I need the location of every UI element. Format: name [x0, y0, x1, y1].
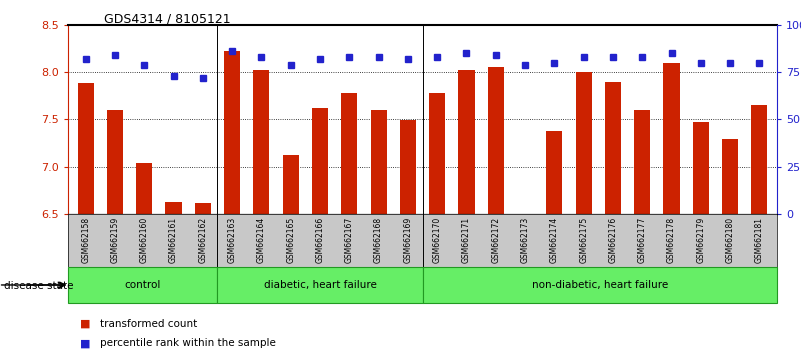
- Text: GSM662160: GSM662160: [139, 217, 149, 263]
- Text: GSM662165: GSM662165: [286, 217, 296, 263]
- Text: GSM662159: GSM662159: [111, 217, 119, 263]
- Text: GSM662177: GSM662177: [638, 217, 646, 263]
- Text: GSM662172: GSM662172: [491, 217, 501, 263]
- Text: GSM662164: GSM662164: [257, 217, 266, 263]
- Text: GSM662162: GSM662162: [199, 217, 207, 263]
- Bar: [488, 67, 504, 214]
- Text: GSM662175: GSM662175: [579, 217, 588, 263]
- Text: disease state: disease state: [4, 281, 74, 291]
- Bar: [400, 120, 416, 214]
- Text: GSM662158: GSM662158: [81, 217, 91, 263]
- Bar: [605, 81, 621, 214]
- Text: GSM662176: GSM662176: [609, 217, 618, 263]
- Text: ■: ■: [80, 338, 91, 348]
- Bar: [722, 139, 739, 214]
- Bar: [312, 108, 328, 214]
- Bar: [166, 202, 182, 214]
- Text: GSM662166: GSM662166: [316, 217, 324, 263]
- Bar: [136, 163, 152, 214]
- Bar: [576, 72, 592, 214]
- Bar: [78, 84, 94, 214]
- Text: control: control: [125, 280, 161, 290]
- Text: GSM662181: GSM662181: [755, 217, 764, 263]
- Bar: [751, 105, 767, 214]
- Text: GSM662171: GSM662171: [462, 217, 471, 263]
- Text: GSM662167: GSM662167: [344, 217, 354, 263]
- Text: GSM662161: GSM662161: [169, 217, 178, 263]
- Bar: [371, 110, 387, 214]
- Bar: [458, 70, 474, 214]
- Bar: [253, 70, 269, 214]
- Bar: [283, 154, 299, 214]
- Text: GSM662180: GSM662180: [726, 217, 735, 263]
- Text: GSM662178: GSM662178: [667, 217, 676, 263]
- Text: GSM662174: GSM662174: [549, 217, 559, 263]
- Text: ■: ■: [80, 319, 91, 329]
- Bar: [107, 110, 123, 214]
- Bar: [663, 63, 679, 214]
- Bar: [429, 93, 445, 214]
- Text: GSM662179: GSM662179: [696, 217, 706, 263]
- Text: GSM662173: GSM662173: [521, 217, 529, 263]
- Bar: [546, 131, 562, 214]
- Text: GSM662168: GSM662168: [374, 217, 383, 263]
- Bar: [224, 51, 240, 214]
- Bar: [693, 122, 709, 214]
- Text: GSM662169: GSM662169: [404, 217, 413, 263]
- Bar: [422, 267, 777, 303]
- Text: GSM662163: GSM662163: [227, 217, 236, 263]
- Text: percentile rank within the sample: percentile rank within the sample: [100, 338, 276, 348]
- Bar: [68, 267, 218, 303]
- Text: GSM662170: GSM662170: [433, 217, 441, 263]
- Text: non-diabetic, heart failure: non-diabetic, heart failure: [532, 280, 668, 290]
- Text: transformed count: transformed count: [100, 319, 197, 329]
- Bar: [341, 93, 357, 214]
- Text: diabetic, heart failure: diabetic, heart failure: [264, 280, 376, 290]
- Bar: [218, 267, 422, 303]
- Bar: [195, 203, 211, 214]
- Text: GDS4314 / 8105121: GDS4314 / 8105121: [104, 12, 231, 25]
- Bar: [634, 110, 650, 214]
